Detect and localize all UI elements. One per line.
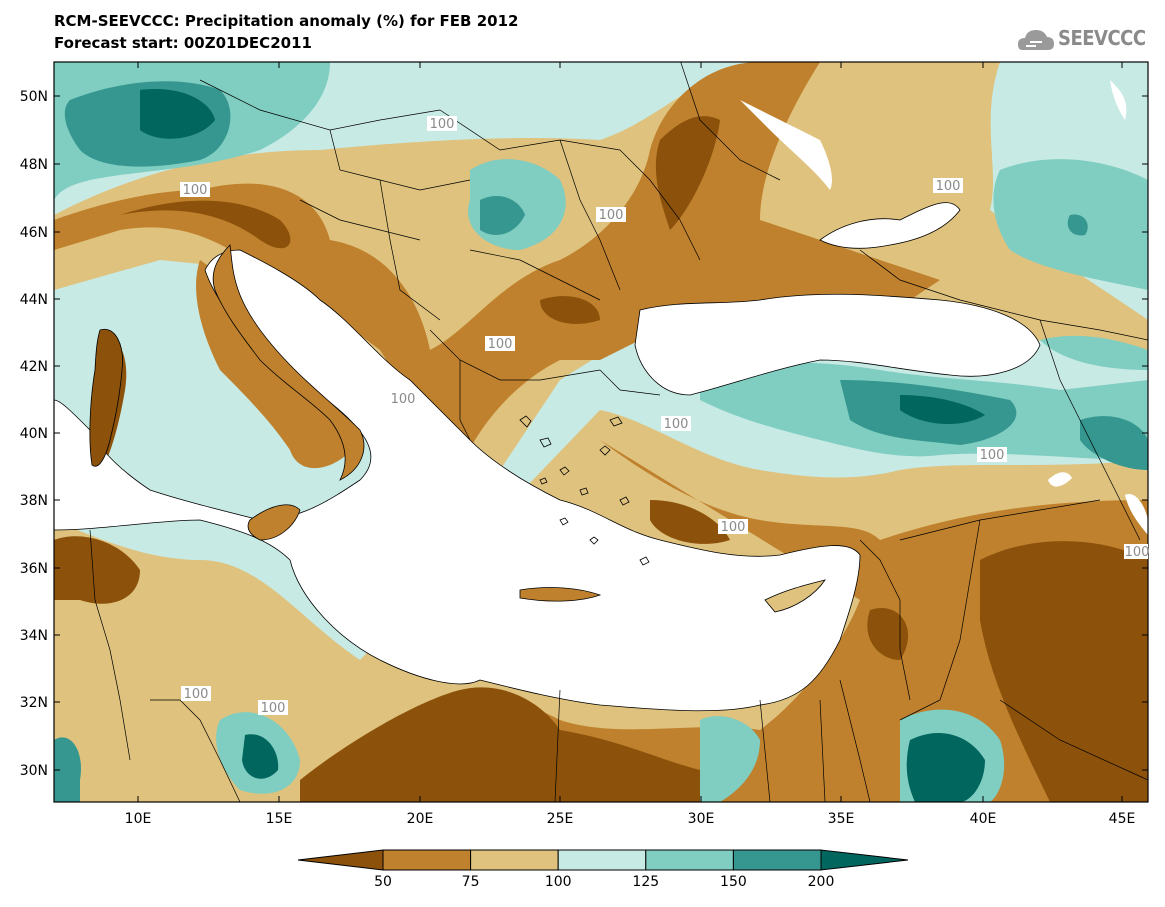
- colorbar-segment: [470, 849, 559, 871]
- contour-label: 100: [391, 391, 416, 407]
- svg-text:100: 100: [664, 417, 689, 432]
- lon-label: 30E: [688, 811, 715, 827]
- contour-label: 100: [258, 700, 288, 716]
- colorbar-label: 150: [720, 874, 747, 890]
- lon-label: 40E: [970, 811, 997, 827]
- contour-label: 100: [427, 116, 457, 132]
- lon-label: 10E: [125, 811, 152, 827]
- logo-text: SEEVCCC: [1058, 26, 1146, 50]
- contour-label: 100: [661, 416, 691, 432]
- svg-text:100: 100: [183, 183, 208, 198]
- lat-label: 42N: [20, 359, 48, 375]
- map-field: [54, 62, 1148, 802]
- forecast-start-label: Forecast start: 00Z01DEC2011: [54, 34, 312, 52]
- black-sea: [634, 293, 1041, 396]
- svg-text:100: 100: [936, 179, 961, 194]
- map-frame: [53, 61, 1149, 803]
- svg-text:100: 100: [391, 392, 416, 407]
- lat-label: 34N: [20, 628, 48, 644]
- lon-label: 25E: [547, 811, 574, 827]
- lat-label: 38N: [20, 493, 48, 509]
- map-title: RCM-SEEVCCC: Precipitation anomaly (%) f…: [54, 12, 519, 30]
- lat-label: 40N: [20, 426, 48, 442]
- cloud-logo-icon: [1018, 30, 1054, 50]
- svg-text:100: 100: [261, 701, 286, 716]
- contour-label: 100: [485, 336, 515, 352]
- colorbar: 50 75 100 125 150 200: [297, 849, 909, 890]
- colorbar-segment: [732, 849, 822, 871]
- colorbar-label: 75: [462, 874, 480, 890]
- colorbar-label: 50: [374, 874, 392, 890]
- country-borders: [89, 62, 1148, 802]
- lat-label: 32N: [20, 695, 48, 711]
- lat-label: 36N: [20, 561, 48, 577]
- contour-label: 100: [933, 178, 963, 194]
- svg-text:100: 100: [980, 448, 1005, 463]
- svg-text:100: 100: [1125, 545, 1150, 560]
- contour-label: 100: [977, 447, 1007, 463]
- lat-label: 44N: [20, 292, 48, 308]
- sea-of-azov: [819, 202, 961, 249]
- aegean-islands: [519, 415, 650, 566]
- crete: [519, 587, 602, 602]
- cyprus: [764, 579, 826, 613]
- colorbar-segment: [382, 849, 472, 871]
- lat-label: 50N: [20, 89, 48, 105]
- colorbar-segment: [645, 849, 734, 871]
- longitude-axis: 10E 15E 20E 25E 30E 35E 40E 45E: [125, 62, 1136, 827]
- contour-label: 100: [181, 686, 211, 702]
- contour-label: 100: [596, 207, 626, 223]
- lat-label: 46N: [20, 225, 48, 241]
- svg-text:100: 100: [184, 687, 209, 702]
- mediterranean-sea: [54, 249, 861, 802]
- latitude-axis: 50N 48N 46N 44N 42N 40N 38N 36N 34N 32N 30N: [20, 89, 1148, 779]
- corsica-sardinia: [89, 328, 123, 467]
- colorbar-segment-gt200: [820, 849, 909, 871]
- svg-text:100: 100: [721, 520, 746, 535]
- svg-text:100: 100: [430, 117, 455, 132]
- sicily: [247, 504, 301, 541]
- lat-label: 48N: [20, 157, 48, 173]
- colorbar-label: 125: [632, 874, 659, 890]
- contour-labels: 100 100 100 100 100 100 100 100 100 100 …: [180, 116, 1149, 716]
- lon-label: 20E: [407, 811, 434, 827]
- contour-label: 100: [180, 182, 210, 198]
- lon-label: 15E: [266, 811, 293, 827]
- colorbar-segment: [557, 849, 647, 871]
- svg-text:100: 100: [488, 337, 513, 352]
- dnieper-reservoir: [740, 100, 832, 190]
- lon-label: 35E: [828, 811, 855, 827]
- contour-label: 100: [1124, 544, 1149, 560]
- colorbar-label: 100: [545, 874, 572, 890]
- lat-label: 30N: [20, 763, 48, 779]
- lon-label: 45E: [1109, 811, 1136, 827]
- colorbar-segment-lt50: [297, 849, 384, 871]
- svg-text:100: 100: [599, 208, 624, 223]
- contour-label: 100: [718, 519, 748, 535]
- colorbar-label: 200: [808, 874, 835, 890]
- italy-peninsula: [212, 244, 365, 481]
